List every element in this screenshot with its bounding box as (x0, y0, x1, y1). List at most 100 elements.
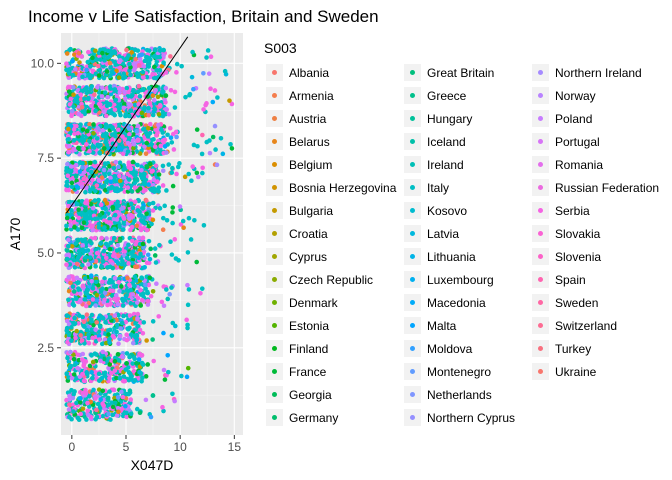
data-point (105, 395, 111, 401)
legend-swatch (538, 346, 543, 351)
data-point (138, 227, 144, 233)
data-point (100, 133, 106, 139)
data-point (88, 201, 94, 207)
legend-key (532, 363, 549, 380)
data-point (161, 53, 166, 58)
data-point (65, 85, 71, 91)
data-point (74, 400, 79, 406)
data-point (150, 208, 156, 213)
legend-label: Italy (427, 180, 450, 195)
data-point (116, 164, 121, 170)
data-point (113, 97, 119, 103)
data-point (94, 414, 100, 420)
legend-key (404, 294, 421, 311)
legend-item: Germany (266, 406, 338, 429)
data-point (75, 415, 81, 421)
data-point (69, 108, 75, 114)
legend-item: Denmark (266, 291, 338, 314)
data-point (120, 354, 126, 360)
data-point (185, 250, 191, 255)
data-point (102, 206, 108, 212)
data-point (102, 161, 108, 166)
data-point (109, 293, 115, 298)
data-point (80, 371, 85, 377)
data-point (87, 75, 93, 81)
data-point (185, 365, 191, 371)
legend-label: Belgium (289, 157, 333, 172)
data-point (120, 61, 126, 67)
data-point (83, 189, 88, 195)
data-point (67, 302, 72, 308)
data-point (152, 64, 157, 70)
data-point (144, 198, 149, 204)
legend-swatch (410, 369, 415, 374)
data-point (139, 164, 145, 170)
data-point (105, 48, 111, 54)
data-point (163, 85, 169, 91)
data-point (69, 325, 74, 330)
data-point (169, 170, 175, 175)
legend-swatch (538, 162, 543, 167)
legend-key (266, 179, 283, 196)
legend-item: Latvia (404, 222, 459, 245)
data-point (90, 68, 96, 74)
data-point (90, 286, 96, 291)
legend-key (266, 225, 283, 242)
data-point (189, 178, 194, 184)
data-point (116, 409, 121, 415)
legend-item: Portugal (532, 130, 600, 153)
data-point (92, 235, 98, 241)
data-point (108, 175, 113, 181)
legend-key (266, 64, 283, 81)
legend-label: Iceland (427, 134, 466, 149)
data-point (172, 323, 178, 329)
data-point (96, 178, 102, 183)
data-point (149, 221, 154, 227)
legend-swatch (410, 231, 415, 236)
data-point (80, 406, 86, 412)
data-point (87, 187, 93, 193)
data-point (127, 113, 132, 119)
data-point (91, 51, 97, 57)
data-point (86, 262, 91, 267)
data-point (150, 200, 156, 206)
data-point (131, 311, 137, 317)
legend-label: Georgia (289, 387, 332, 402)
data-point (177, 204, 183, 209)
legend-swatch (538, 254, 543, 259)
data-point (76, 286, 81, 291)
data-point (76, 207, 81, 212)
legend-label: Moldova (427, 341, 473, 356)
data-point (90, 143, 96, 149)
data-point (66, 200, 72, 205)
legend-label: Romania (555, 157, 604, 172)
data-point (74, 123, 79, 129)
data-point (161, 303, 167, 309)
data-point (125, 326, 131, 332)
data-point (194, 170, 200, 176)
data-point (133, 241, 138, 247)
data-point (94, 407, 99, 413)
data-point (182, 174, 188, 180)
legend-label: Belarus (289, 134, 330, 149)
legend-label: Denmark (289, 295, 338, 310)
data-point (138, 287, 143, 293)
data-point (80, 165, 85, 170)
legend-swatch (538, 139, 543, 144)
data-point (103, 340, 109, 346)
data-point (108, 91, 114, 97)
data-point (100, 50, 105, 56)
data-point (104, 135, 109, 141)
data-point (180, 218, 186, 224)
legend-key (404, 133, 421, 150)
data-point (107, 375, 112, 381)
data-point (140, 127, 146, 132)
data-point (93, 108, 98, 114)
data-point (168, 54, 173, 59)
data-point (96, 387, 102, 392)
data-point (102, 47, 107, 52)
y-tick-label: 5.0 (37, 246, 54, 260)
data-point (124, 361, 130, 366)
data-point (121, 219, 127, 225)
